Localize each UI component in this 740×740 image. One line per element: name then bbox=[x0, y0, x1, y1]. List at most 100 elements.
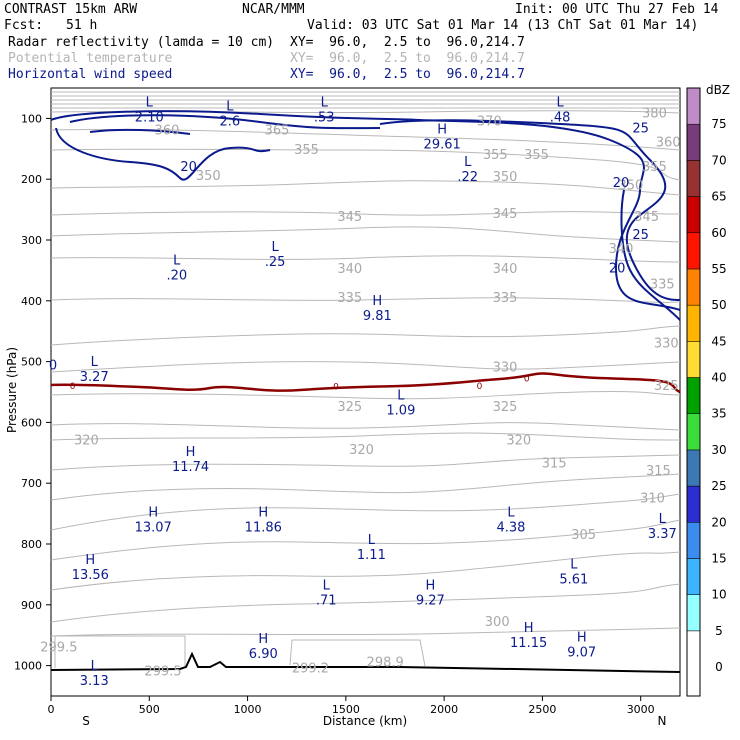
colorbar-swatch bbox=[686, 304, 701, 342]
colorbar: 0 5 10 15 20 25 30 35 40 45 50 55 60 65 70 75 bbox=[686, 87, 727, 697]
colorbar-level-label: 75 bbox=[711, 117, 726, 131]
wind-low-marker: L bbox=[659, 512, 667, 527]
theta-label: 365 bbox=[265, 124, 290, 139]
theta-label: 345 bbox=[337, 210, 362, 225]
wind-extremum-value: 13.56 bbox=[72, 568, 109, 583]
wind-extremum-value: 2.6 bbox=[220, 115, 241, 130]
reflectivity-label: 0 bbox=[70, 382, 76, 392]
theta-upper-band bbox=[51, 91, 680, 109]
colorbar-swatch bbox=[686, 268, 701, 306]
y-tick-label: 700 bbox=[21, 477, 42, 490]
x-tick-label: 2000 bbox=[430, 703, 458, 716]
colorbar-level-label: 30 bbox=[711, 443, 726, 457]
wind-low-marker: L bbox=[91, 659, 99, 674]
wind-speed-label: 20 bbox=[613, 176, 630, 191]
field-wind-name: Horizontal wind speed bbox=[8, 67, 173, 82]
theta-line-surface bbox=[54, 635, 426, 668]
colorbar-level-label: 25 bbox=[711, 479, 726, 493]
wind-contour-20 bbox=[50, 110, 681, 311]
colorbar-level-label: 60 bbox=[711, 226, 726, 240]
colorbar-level-label: 35 bbox=[711, 407, 726, 421]
theta-label: 380 bbox=[642, 107, 667, 122]
theta-line-318 bbox=[50, 454, 681, 471]
colorbar-swatch bbox=[686, 160, 701, 197]
wind-extremum-value: .20 bbox=[166, 268, 187, 283]
theta-label: 355 bbox=[642, 160, 667, 175]
theta-line-348 bbox=[50, 211, 681, 216]
colorbar-swatch bbox=[686, 413, 701, 451]
wind-high-marker: H bbox=[425, 579, 435, 594]
wind-high-marker: H bbox=[577, 630, 587, 645]
y-tick-label: 900 bbox=[21, 599, 42, 612]
theta-label: 325 bbox=[493, 400, 518, 415]
wind-speed-label: 25 bbox=[632, 122, 649, 137]
theta-label: 340 bbox=[337, 262, 362, 277]
wind-extremum-value: 3.37 bbox=[648, 527, 677, 542]
colorbar-swatch bbox=[686, 232, 701, 270]
field-reflectivity-name: Radar reflectivity (lamda = 10 cm) bbox=[8, 35, 275, 50]
wind-contour-22 bbox=[620, 189, 681, 321]
theta-label: 330 bbox=[654, 336, 679, 351]
x-tick-label: 0 bbox=[48, 703, 55, 716]
wind-high-marker: H bbox=[437, 123, 447, 138]
colorbar-level-label: 20 bbox=[711, 515, 726, 529]
x-axis-label: Distance (km) bbox=[323, 714, 407, 728]
wind-low-marker: L bbox=[173, 253, 181, 268]
reflectivity-label: 0 bbox=[524, 375, 530, 385]
wind-extremum-value: 29.61 bbox=[424, 138, 461, 153]
theta-label: 345 bbox=[634, 210, 659, 225]
theta-line-325 bbox=[50, 391, 681, 400]
wind-extremum-value: 6.90 bbox=[249, 647, 278, 662]
x-tick-label: 3000 bbox=[627, 703, 655, 716]
theta-line-300 bbox=[50, 583, 681, 623]
wind-low-marker: L bbox=[556, 95, 564, 110]
colorbar-level-label: 15 bbox=[711, 551, 726, 565]
wind-extremum-value: .71 bbox=[316, 594, 337, 609]
theta-label: 355 bbox=[294, 143, 319, 158]
colorbar-swatch bbox=[686, 87, 701, 125]
wind-extremum-value: 9.27 bbox=[416, 594, 445, 609]
wind-speed-label: 20 bbox=[609, 261, 626, 276]
colorbar-swatch bbox=[686, 594, 701, 632]
theta-label: 335 bbox=[493, 291, 518, 306]
colorbar-level-label: 40 bbox=[711, 371, 726, 385]
theta-label: 305 bbox=[571, 528, 596, 543]
wind-high-marker: H bbox=[258, 506, 268, 521]
wind-low-marker: L bbox=[321, 95, 329, 110]
colorbar-swatch bbox=[686, 522, 701, 559]
wind-low-marker: L bbox=[271, 240, 279, 255]
field-reflectivity-xy: XY= 96.0, 2.5 to 96.0,214.7 bbox=[290, 35, 525, 50]
theta-label: 320 bbox=[349, 443, 374, 458]
colorbar-swatch bbox=[686, 341, 701, 378]
theta-contours bbox=[50, 91, 681, 668]
theta-line-299 bbox=[50, 627, 681, 637]
wind-extremum-value: 9.07 bbox=[567, 645, 596, 660]
theta-label: 335 bbox=[337, 291, 362, 306]
theta-label: 360 bbox=[155, 124, 180, 139]
reflectivity-label: 0 bbox=[333, 383, 339, 393]
colorbar-level-label: 0 bbox=[715, 660, 723, 674]
wind-low-marker: L bbox=[368, 533, 376, 548]
y-tick-label: 800 bbox=[21, 538, 42, 551]
theta-label: 360 bbox=[656, 136, 681, 151]
wind-high-marker: H bbox=[524, 621, 534, 636]
theta-label: 299.5 bbox=[144, 665, 181, 680]
theta-line-320 bbox=[50, 432, 681, 441]
wind-low-marker: L bbox=[570, 557, 578, 572]
north-label: N bbox=[658, 714, 667, 728]
wind-extremum-value: 1.11 bbox=[357, 548, 386, 563]
forecast-label: Fcst: bbox=[4, 18, 44, 33]
y-tick-label: 100 bbox=[21, 112, 42, 125]
wind-contour-25 bbox=[379, 119, 681, 301]
colorbar-swatch bbox=[686, 123, 701, 161]
field-theta-name: Potential temperature bbox=[8, 51, 173, 66]
wind-extremum-value: 3.27 bbox=[80, 370, 109, 385]
colorbar-level-label: 65 bbox=[711, 190, 726, 204]
y-tick-label: 200 bbox=[21, 173, 42, 186]
x-tick-label: 1500 bbox=[332, 703, 360, 716]
theta-label: 298.9 bbox=[367, 656, 404, 671]
wind-speed-contours bbox=[50, 110, 681, 321]
theta-label: 325 bbox=[337, 400, 362, 415]
theta-line-340 bbox=[50, 255, 681, 263]
colorbar-swatch bbox=[686, 449, 701, 487]
